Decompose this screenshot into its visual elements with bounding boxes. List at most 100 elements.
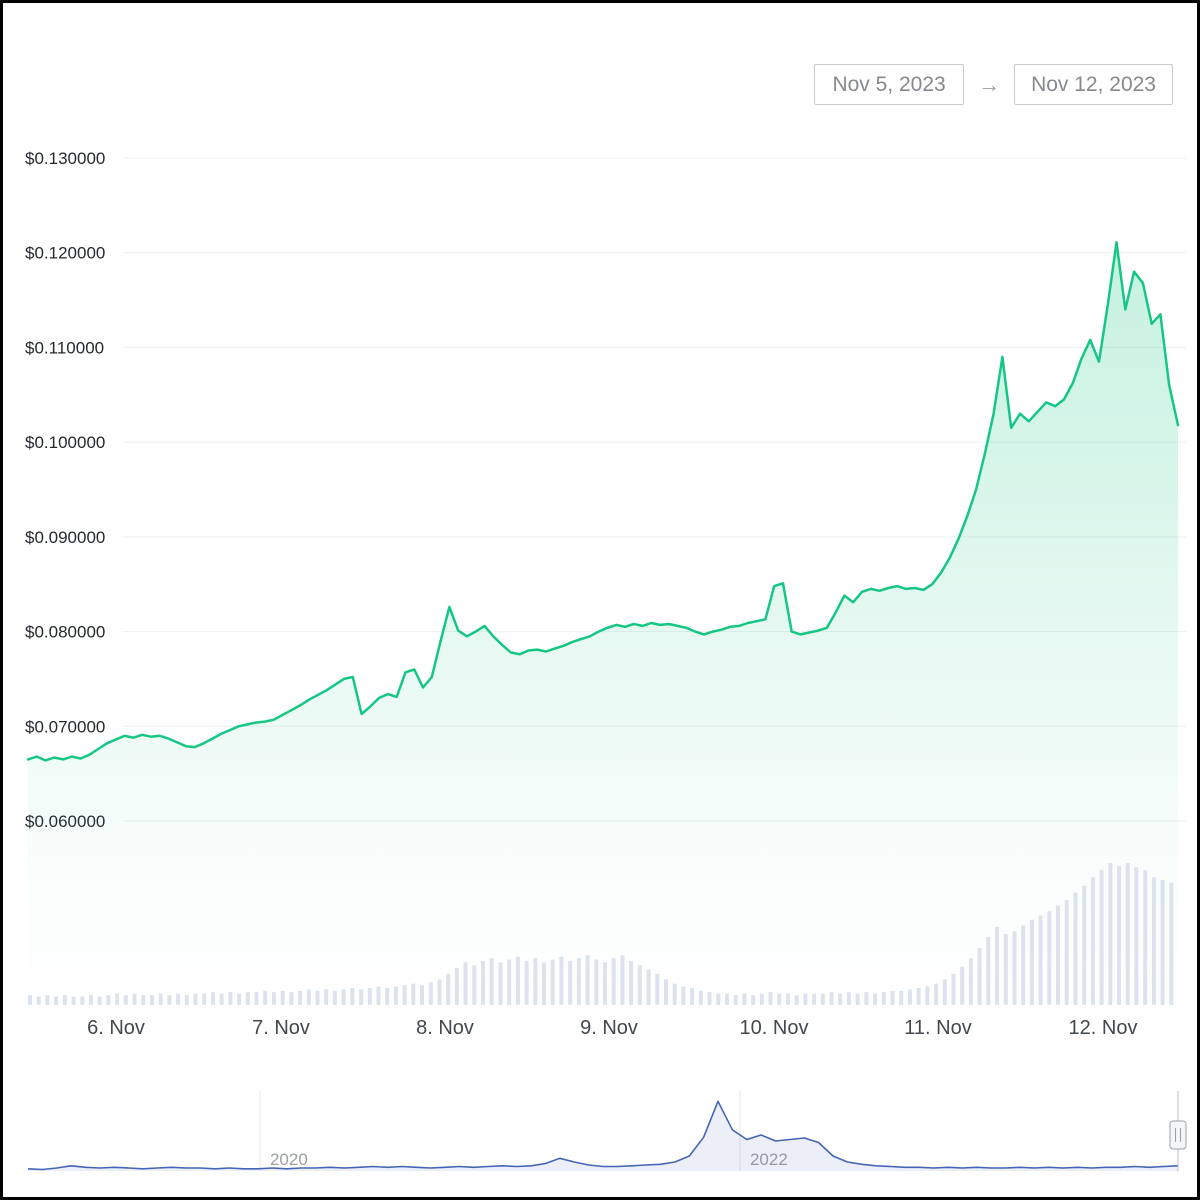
navigator-year-label: 2020: [270, 1150, 308, 1169]
price-line: [26, 241, 1180, 762]
volume-bar: [855, 993, 860, 1005]
volume-bar: [245, 992, 250, 1005]
x-axis-label: 7. Nov: [252, 1017, 310, 1039]
volume-bar: [97, 996, 102, 1005]
volume-bar: [271, 992, 276, 1005]
volume-bar: [533, 958, 538, 1005]
volume-bar: [1003, 934, 1008, 1005]
x-axis-label: 8. Nov: [416, 1017, 474, 1039]
price-chart[interactable]: $0.130000 $0.120000 $0.110000 $0.100000 $0.0…: [3, 118, 1200, 1008]
price-area-fill: [28, 242, 1178, 1006]
volume-bar: [629, 961, 634, 1005]
volume-bar: [45, 995, 50, 1005]
volume-bar: [620, 955, 625, 1005]
y-label-bg: [3, 334, 123, 361]
navigator-handle[interactable]: [1169, 1091, 1187, 1171]
volume-bar: [890, 990, 895, 1005]
volume-bar: [1029, 919, 1034, 1005]
volume-bar: [995, 926, 999, 1005]
volume-bar: [463, 962, 468, 1005]
volume-bar: [507, 959, 512, 1005]
volume-bar: [141, 995, 146, 1005]
volume-bar: [1117, 865, 1121, 1005]
volume-bar: [298, 990, 303, 1005]
y-label-bg: [3, 429, 123, 456]
volume-bar: [742, 993, 747, 1005]
range-navigator[interactable]: 2020 2022: [3, 1091, 1200, 1179]
volume-bar: [942, 979, 947, 1005]
volume-bar: [228, 992, 233, 1005]
volume-bar: [123, 995, 128, 1005]
volume-bar: [28, 995, 32, 1005]
volume-bar: [36, 996, 41, 1005]
volume-bar: [428, 982, 433, 1005]
volume-bar: [237, 993, 242, 1005]
volume-bar: [1038, 915, 1043, 1005]
volume-bar: [332, 990, 337, 1005]
volume-bar: [777, 993, 782, 1005]
volume-bar: [846, 992, 851, 1005]
volume-bar: [254, 992, 259, 1005]
date-range-picker: Nov 5, 2023 → Nov 12, 2023: [814, 64, 1173, 105]
volume-bar: [158, 993, 163, 1005]
volume-bar: [472, 965, 477, 1005]
volume-bar: [211, 992, 215, 1005]
volume-bar: [1047, 911, 1052, 1005]
volume-bar: [1108, 863, 1113, 1005]
volume-bar: [341, 989, 346, 1005]
volume-bar: [350, 988, 355, 1005]
volume-bar: [916, 988, 921, 1005]
y-label-bg: [3, 523, 123, 550]
volume-bar: [768, 992, 773, 1005]
volume-bar: [550, 959, 555, 1005]
volume-bar: [820, 993, 825, 1005]
volume-bar: [655, 973, 660, 1005]
volume-bar: [1160, 880, 1165, 1005]
volume-bar: [437, 979, 442, 1005]
y-axis-label: $0.100000: [25, 433, 105, 452]
volume-bar: [446, 973, 451, 1005]
volume-bar: [150, 995, 154, 1005]
y-axis-label: $0.120000: [25, 244, 105, 263]
volume-bar: [1056, 905, 1060, 1005]
volume-bar: [881, 992, 886, 1005]
volume-bar: [968, 958, 973, 1005]
volume-bar: [873, 993, 878, 1005]
y-axis-label: $0.090000: [25, 528, 105, 547]
volume-bar: [759, 993, 764, 1005]
volume-bar: [960, 966, 965, 1005]
date-start-input[interactable]: Nov 5, 2023: [814, 64, 965, 105]
volume-bar: [193, 993, 198, 1005]
volume-bar: [324, 989, 329, 1005]
volume-bar: [934, 983, 939, 1005]
volume-bar: [367, 988, 372, 1005]
volume-bar: [864, 992, 869, 1005]
volume-bar: [646, 969, 651, 1005]
volume-bar: [751, 995, 756, 1005]
volume-bar: [1073, 892, 1078, 1005]
date-end-input[interactable]: Nov 12, 2023: [1014, 64, 1173, 105]
volume-bar: [89, 995, 93, 1005]
volume-bar: [1169, 882, 1174, 1005]
volume-bar: [498, 962, 503, 1005]
volume-bar: [167, 995, 172, 1005]
volume-bar: [733, 995, 738, 1005]
volume-bar: [385, 988, 390, 1005]
volume-bar: [411, 983, 416, 1005]
volume-bar: [80, 996, 85, 1005]
volume-bar: [594, 959, 599, 1005]
volume-bar: [280, 990, 285, 1005]
navigator-handle-grip[interactable]: [1169, 1120, 1187, 1150]
volume-bar: [951, 973, 956, 1005]
volume-bar: [812, 993, 817, 1005]
volume-bar: [568, 961, 573, 1005]
navigator-line: [27, 1100, 1179, 1171]
volume-bar: [54, 996, 59, 1005]
x-axis-label: 11. Nov: [904, 1017, 972, 1039]
volume-bar: [306, 989, 311, 1005]
volume-bar: [1064, 899, 1069, 1005]
volume-bar: [1082, 885, 1087, 1005]
volume-bars: [28, 863, 1174, 1005]
volume-bar: [603, 962, 607, 1005]
